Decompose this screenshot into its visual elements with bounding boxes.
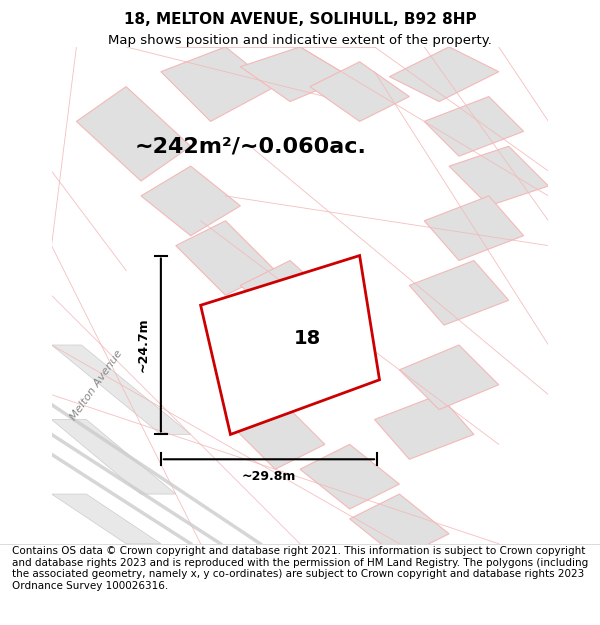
Polygon shape: [200, 256, 380, 434]
Polygon shape: [389, 47, 499, 101]
Polygon shape: [449, 146, 548, 206]
Polygon shape: [275, 320, 374, 395]
Polygon shape: [176, 221, 275, 295]
Text: ~29.8m: ~29.8m: [242, 470, 296, 483]
Polygon shape: [241, 47, 350, 101]
Polygon shape: [241, 261, 340, 330]
Polygon shape: [52, 345, 191, 434]
Polygon shape: [161, 47, 275, 121]
Text: 18: 18: [294, 329, 321, 348]
Polygon shape: [424, 96, 524, 156]
Polygon shape: [350, 494, 449, 559]
Polygon shape: [310, 62, 409, 121]
Polygon shape: [141, 166, 241, 236]
Polygon shape: [52, 419, 176, 494]
Polygon shape: [409, 261, 509, 325]
Text: Contains OS data © Crown copyright and database right 2021. This information is : Contains OS data © Crown copyright and d…: [12, 546, 588, 591]
Polygon shape: [424, 196, 524, 261]
Polygon shape: [76, 87, 191, 181]
Text: ~24.7m: ~24.7m: [137, 318, 150, 372]
Polygon shape: [226, 395, 325, 469]
Text: 18, MELTON AVENUE, SOLIHULL, B92 8HP: 18, MELTON AVENUE, SOLIHULL, B92 8HP: [124, 12, 476, 27]
Polygon shape: [300, 444, 400, 509]
Text: Map shows position and indicative extent of the property.: Map shows position and indicative extent…: [108, 34, 492, 47]
Text: Melton Avenue: Melton Avenue: [68, 348, 124, 422]
Polygon shape: [400, 345, 499, 409]
Polygon shape: [52, 494, 161, 544]
Text: ~242m²/~0.060ac.: ~242m²/~0.060ac.: [134, 136, 366, 156]
Polygon shape: [374, 395, 474, 459]
